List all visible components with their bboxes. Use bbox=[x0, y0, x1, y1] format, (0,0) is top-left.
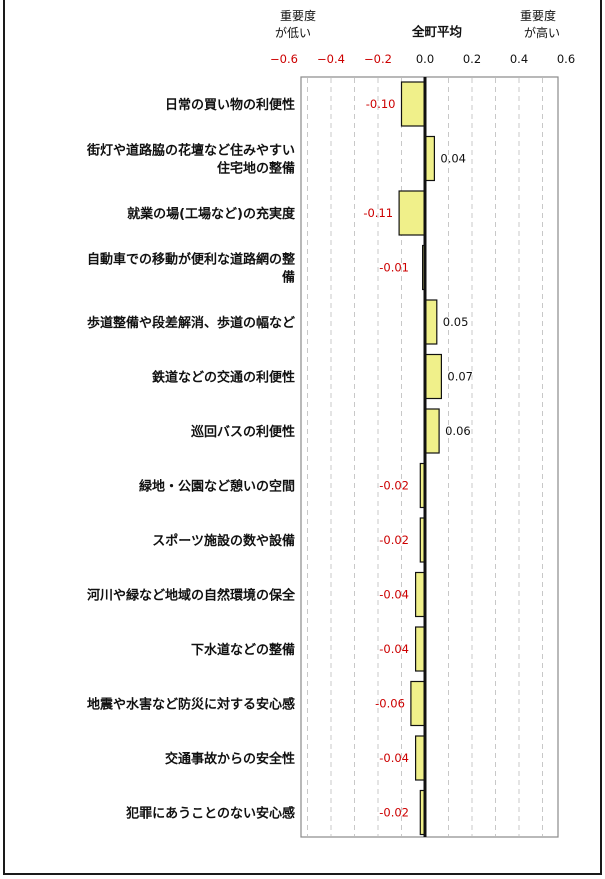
data-label: -0.10 bbox=[366, 97, 396, 111]
category-label: 歩道整備や段差解消、歩道の幅など bbox=[87, 315, 295, 331]
data-label: -0.02 bbox=[379, 479, 409, 493]
data-label: -0.11 bbox=[363, 206, 393, 220]
plot-area bbox=[300, 76, 559, 838]
bar bbox=[400, 81, 426, 127]
town-average-label: 全町平均 bbox=[411, 24, 462, 39]
high-importance-label-line2: が高い bbox=[524, 25, 560, 40]
chart-frame: 重要度 が低い 全町平均 重要度 が高い −0.6 −0.4 −0.2 0.0 0.2 0… bbox=[3, 0, 602, 875]
data-label: -0.04 bbox=[379, 751, 409, 765]
data-label: 0.06 bbox=[445, 424, 471, 438]
x-tick-label: 0.2 bbox=[463, 52, 481, 66]
x-tick-label: −0.4 bbox=[317, 52, 345, 66]
category-label: 鉄道などの交通の利便性 bbox=[152, 370, 295, 386]
category-label: 交通事故からの安全性 bbox=[165, 751, 295, 767]
bar bbox=[410, 680, 426, 727]
bar bbox=[398, 190, 426, 236]
bar bbox=[424, 299, 438, 345]
data-label: -0.06 bbox=[375, 697, 405, 711]
data-label: -0.04 bbox=[379, 588, 409, 602]
category-label: 備 bbox=[282, 270, 295, 286]
category-label: 緑地・公園など憩いの空間 bbox=[139, 479, 295, 495]
low-importance-label-line2: が低い bbox=[275, 25, 311, 40]
bars bbox=[398, 81, 442, 836]
data-label: -0.02 bbox=[379, 806, 409, 820]
data-labels: -0.10 0.04 -0.11 -0.01 0.05 0.07 0.06 -0.02 -0.0… bbox=[363, 97, 473, 820]
category-labels: 日常の買い物の利便性街灯や道路脇の花壇など住みやすい住宅地の整備就業の場(工場な… bbox=[86, 97, 296, 822]
x-tick-label: 0.4 bbox=[510, 52, 528, 66]
category-label: 巡回バスの利便性 bbox=[191, 424, 295, 440]
x-tick-label: −0.6 bbox=[270, 52, 298, 66]
category-label: 河川や緑など地域の自然環境の保全 bbox=[87, 588, 296, 604]
data-label: 0.05 bbox=[443, 315, 469, 329]
category-label: スポーツ施設の数や設備 bbox=[152, 533, 295, 549]
category-label: 犯罪にあうことのない安心感 bbox=[125, 806, 295, 822]
x-axis-ticks: −0.6 −0.4 −0.2 0.0 0.2 0.4 0.6 bbox=[270, 52, 575, 66]
category-label: 日常の買い物の利便性 bbox=[165, 97, 295, 113]
data-label: 0.04 bbox=[440, 152, 466, 166]
category-label: 地震や水害など防災に対する安心感 bbox=[87, 697, 295, 713]
x-tick-label: 0.0 bbox=[416, 52, 434, 66]
category-label: 就業の場(工場など)の充実度 bbox=[127, 206, 296, 222]
low-importance-label-line1: 重要度 bbox=[280, 8, 316, 23]
gridlines bbox=[307, 78, 543, 836]
x-tick-label: −0.2 bbox=[364, 52, 392, 66]
category-label: 自動車での移動が便利な道路網の整 bbox=[87, 252, 296, 268]
x-tick-label: 0.6 bbox=[557, 52, 575, 66]
category-label: 街灯や道路脇の花壇など住みやすい bbox=[86, 143, 295, 159]
category-label: 住宅地の整備 bbox=[217, 161, 295, 177]
high-importance-label-line1: 重要度 bbox=[520, 8, 556, 23]
bar bbox=[424, 353, 442, 400]
data-label: -0.01 bbox=[379, 261, 409, 275]
bar bbox=[424, 408, 440, 454]
chart-header: 重要度 が低い 全町平均 重要度 が高い bbox=[275, 8, 560, 40]
data-label: 0.07 bbox=[447, 370, 473, 384]
category-label: 下水道などの整備 bbox=[191, 642, 295, 658]
data-label: -0.02 bbox=[379, 533, 409, 547]
importance-bar-chart: 重要度 が低い 全町平均 重要度 が高い −0.6 −0.4 −0.2 0.0 0.2 0… bbox=[86, 8, 575, 838]
data-label: -0.04 bbox=[379, 642, 409, 656]
